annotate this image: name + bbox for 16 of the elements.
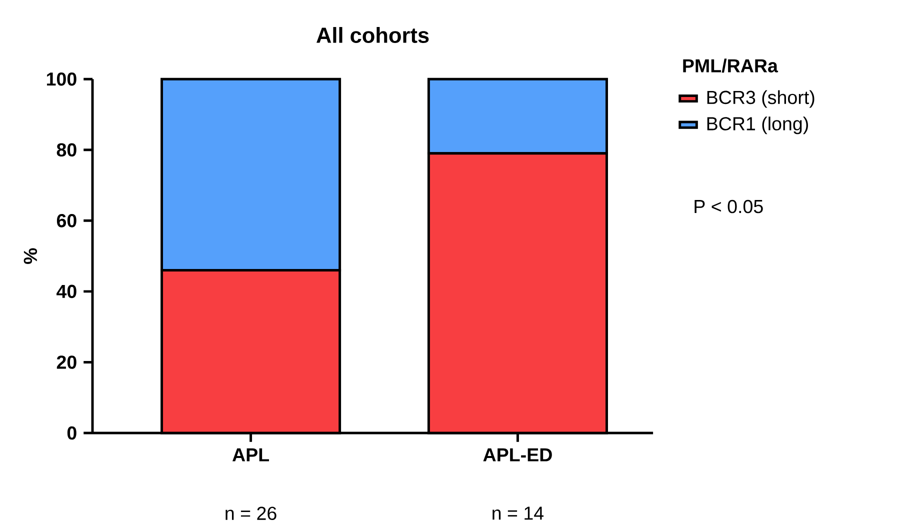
y-axis-title: % [24, 248, 38, 264]
text: P < 0.05 [694, 200, 763, 214]
y-tick-label: 60 [56, 214, 76, 228]
x-tick-label: APL [232, 448, 269, 462]
y-tick-label: 0 [67, 426, 76, 440]
y-tick-label: 20 [56, 356, 76, 369]
chart-title: All cohorts [316, 27, 429, 43]
y-tick-label: 80 [56, 143, 76, 157]
text: n = 26 [226, 506, 276, 520]
x-tick-label: APL-ED [483, 448, 552, 462]
legend-label: BCR1 (long) [707, 116, 808, 134]
text: n = 14 [492, 506, 544, 520]
legend-label: BCR3 (short) [707, 90, 814, 108]
y-tick-label: 40 [56, 284, 76, 298]
y-tick-label: 100 [46, 72, 76, 86]
legend-title: PML/RARa [683, 58, 778, 73]
